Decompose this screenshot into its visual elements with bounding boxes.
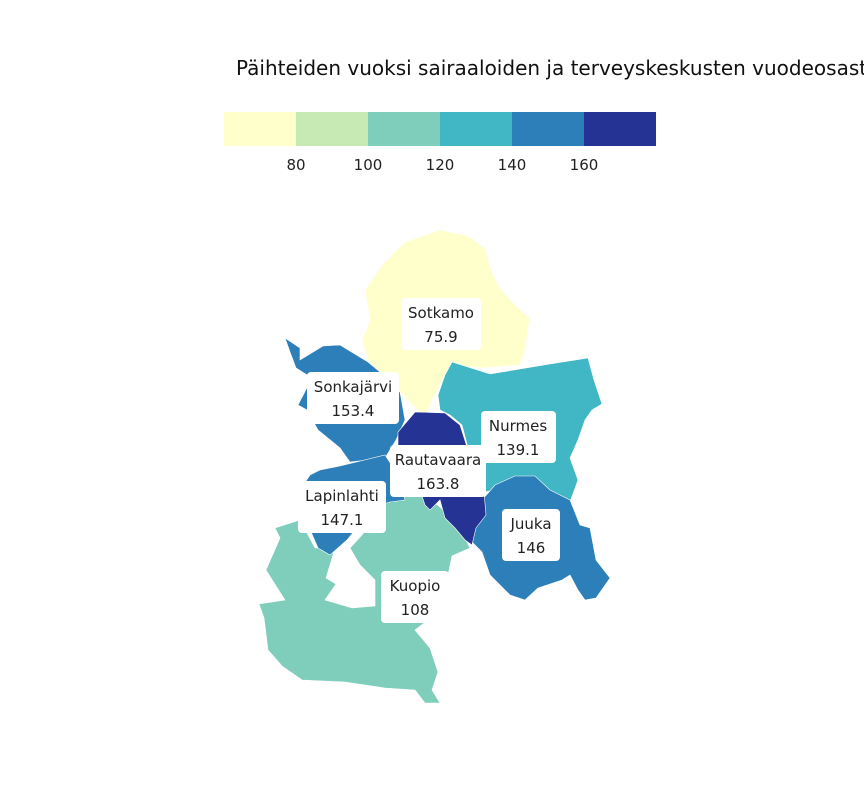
label-box bbox=[390, 445, 486, 497]
legend-tick-label: 80 bbox=[286, 156, 305, 174]
label-sotkamo: Sotkamo 75.9 bbox=[401, 298, 481, 350]
legend-tick-label: 140 bbox=[498, 156, 527, 174]
region-value-label: 146 bbox=[517, 539, 546, 557]
legend-swatch-5 bbox=[512, 112, 584, 146]
label-rautavaara: Rautavaara 163.8 bbox=[390, 445, 486, 497]
region-name-label: Lapinlahti bbox=[305, 487, 379, 505]
label-box bbox=[401, 298, 481, 350]
region-value-label: 139.1 bbox=[497, 441, 540, 459]
region-name-label: Sonkajärvi bbox=[314, 378, 392, 396]
region-value-label: 147.1 bbox=[321, 511, 364, 529]
legend-swatch-6 bbox=[584, 112, 656, 146]
region-labels: Sotkamo 75.9 Sonkajärvi 153.4 Nurmes 139… bbox=[298, 298, 560, 623]
region-name-label: Sotkamo bbox=[408, 304, 474, 322]
label-box bbox=[481, 411, 556, 463]
label-kuopio: Kuopio 108 bbox=[381, 571, 449, 623]
label-box bbox=[307, 372, 399, 424]
region-value-label: 153.4 bbox=[332, 402, 375, 420]
legend-tick-label: 120 bbox=[426, 156, 455, 174]
color-legend: 80 100 120 140 160 bbox=[224, 112, 656, 174]
label-box bbox=[298, 481, 386, 533]
legend-swatch-4 bbox=[440, 112, 512, 146]
region-value-label: 163.8 bbox=[417, 475, 460, 493]
region-name-label: Kuopio bbox=[390, 577, 441, 595]
legend-swatch-1 bbox=[224, 112, 296, 146]
label-juuka: Juuka 146 bbox=[502, 509, 560, 561]
region-name-label: Juuka bbox=[509, 515, 551, 533]
legend-tick-label: 100 bbox=[354, 156, 383, 174]
legend-swatch-3 bbox=[368, 112, 440, 146]
label-box bbox=[381, 571, 449, 623]
region-name-label: Nurmes bbox=[489, 417, 547, 435]
label-nurmes: Nurmes 139.1 bbox=[481, 411, 556, 463]
label-lapinlahti: Lapinlahti 147.1 bbox=[298, 481, 386, 533]
legend-tick-label: 160 bbox=[570, 156, 599, 174]
label-sonkajarvi: Sonkajärvi 153.4 bbox=[307, 372, 399, 424]
region-value-label: 75.9 bbox=[424, 328, 457, 346]
label-box bbox=[502, 509, 560, 561]
map-title: Päihteiden vuoksi sairaaloiden ja tervey… bbox=[236, 56, 864, 80]
legend-swatch-2 bbox=[296, 112, 368, 146]
region-value-label: 108 bbox=[401, 601, 430, 619]
region-name-label: Rautavaara bbox=[395, 451, 481, 469]
